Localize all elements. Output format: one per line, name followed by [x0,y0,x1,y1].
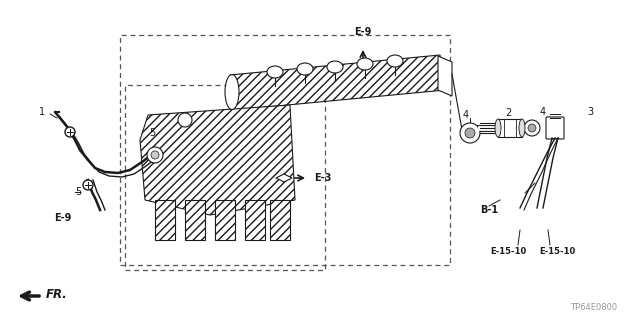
Text: 2: 2 [505,108,511,118]
Text: E-15-10: E-15-10 [490,248,526,256]
Ellipse shape [267,66,283,78]
Text: 3: 3 [587,107,593,117]
Polygon shape [230,55,445,110]
Polygon shape [215,200,235,240]
Polygon shape [140,105,295,215]
Text: 4: 4 [463,110,469,120]
FancyBboxPatch shape [546,117,564,139]
Circle shape [65,127,75,137]
Ellipse shape [297,63,313,75]
Text: 1: 1 [39,107,45,117]
Circle shape [528,124,536,132]
Ellipse shape [519,119,525,137]
Polygon shape [270,200,290,240]
Polygon shape [185,200,205,240]
Circle shape [460,123,480,143]
Text: 5: 5 [149,128,155,138]
Ellipse shape [495,119,501,137]
Ellipse shape [327,61,343,73]
Polygon shape [438,56,452,96]
Text: TP64E0800: TP64E0800 [570,303,617,313]
Text: E-3: E-3 [314,173,332,183]
Circle shape [83,180,93,190]
Ellipse shape [357,58,373,70]
Text: E-9: E-9 [355,27,372,37]
Circle shape [147,147,163,163]
Text: 4: 4 [540,107,546,117]
Circle shape [151,151,159,159]
Text: E-9: E-9 [54,213,72,223]
Polygon shape [276,174,292,182]
Polygon shape [155,200,175,240]
Ellipse shape [225,75,239,109]
Text: E-15-10: E-15-10 [539,248,575,256]
Ellipse shape [387,55,403,67]
Text: FR.: FR. [46,287,68,300]
FancyBboxPatch shape [498,119,522,137]
Circle shape [178,113,192,127]
Text: B-1: B-1 [480,205,498,215]
Circle shape [465,128,475,138]
Polygon shape [245,200,265,240]
Circle shape [524,120,540,136]
Text: 5: 5 [75,187,81,197]
